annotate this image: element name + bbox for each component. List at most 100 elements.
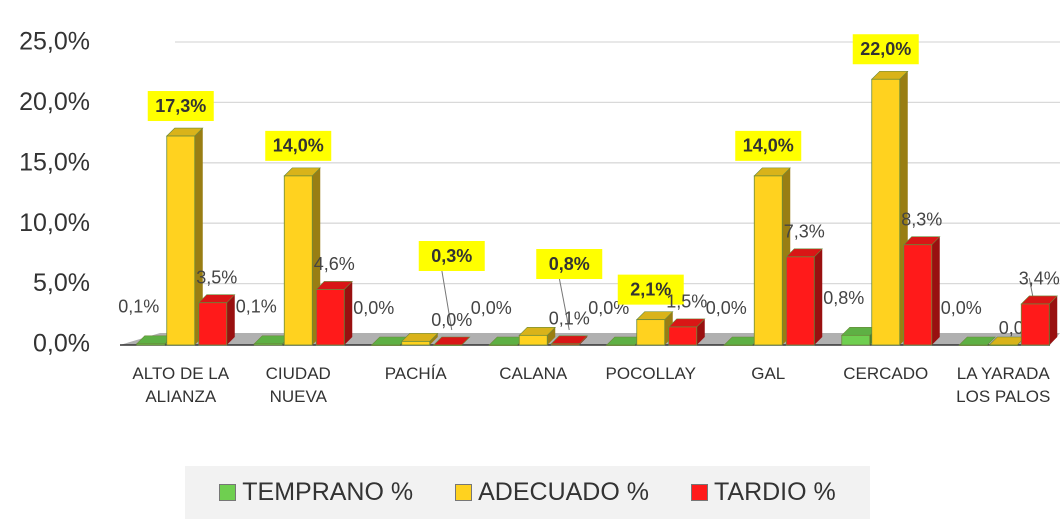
label-box	[852, 34, 919, 65]
value-label: 2,1%	[630, 279, 671, 299]
value-label: 17,3%	[155, 96, 206, 116]
bar	[988, 336, 1026, 346]
label-box	[536, 249, 603, 279]
legend-label: TARDIO %	[713, 478, 836, 506]
value-label: 0,3%	[431, 246, 472, 266]
bar-front	[371, 344, 401, 346]
bar	[753, 167, 791, 346]
bar-front	[988, 344, 1018, 346]
value-label: 0,8%	[823, 288, 864, 308]
bar-front	[550, 343, 580, 346]
y-tick-label: 10,0%	[19, 209, 90, 237]
value-label: 3,5%	[196, 267, 237, 287]
label-box	[418, 241, 485, 271]
bar	[433, 336, 471, 346]
value-label: 22,0%	[860, 39, 911, 59]
legend-item: ADECUADO %	[455, 478, 649, 507]
bar-side	[344, 281, 353, 345]
legend-label: TEMPRANO %	[242, 478, 414, 506]
y-tick-label: 0,0%	[33, 330, 90, 358]
bar-front	[433, 344, 463, 346]
legend-item: TEMPRANO %	[219, 478, 413, 507]
bar	[166, 127, 204, 346]
bar-front	[958, 344, 988, 346]
bar	[488, 336, 526, 346]
value-label: 0,1%	[549, 309, 590, 329]
bar-side	[429, 333, 438, 345]
y-tick-label: 20,0%	[19, 88, 90, 116]
bar-side	[814, 248, 823, 345]
bar-front	[903, 244, 933, 346]
bar	[606, 336, 644, 346]
bar	[315, 281, 353, 346]
value-label: 3,4%	[1019, 269, 1060, 289]
x-tick-label: POCOLLAY	[605, 364, 696, 383]
x-tick-label: GAL	[751, 364, 786, 383]
bar-side	[1049, 295, 1058, 345]
value-label: 0,1%	[236, 297, 277, 317]
bar	[198, 294, 236, 346]
y-tick-label: 25,0%	[19, 28, 90, 56]
x-tick-label: ALTO DE LA ALIANZA	[132, 364, 230, 406]
bar-front	[488, 344, 518, 346]
value-label: 8,3%	[901, 209, 942, 229]
bar	[785, 248, 823, 346]
label-box	[265, 130, 332, 161]
bar-front	[253, 343, 283, 346]
bar-front	[198, 302, 228, 346]
bar-side	[931, 236, 940, 345]
y-tick-label: 5,0%	[33, 269, 90, 297]
bar	[518, 327, 556, 346]
bar-front	[136, 343, 166, 346]
x-tick-label: CIUDAD NUEVA	[265, 364, 331, 406]
legend: TEMPRANO % ADECUADO % TARDIO %	[185, 466, 870, 519]
bar-front	[166, 135, 196, 346]
value-label: 0,8%	[549, 254, 590, 274]
bar-front	[283, 175, 313, 346]
x-tick-label: CERCADO	[843, 364, 929, 383]
value-label: 14,0%	[273, 136, 324, 156]
bar-front	[753, 175, 783, 346]
bar-front	[785, 256, 815, 346]
bar	[871, 70, 909, 346]
leader-line	[558, 277, 570, 331]
label-box	[147, 91, 214, 122]
bar-front	[315, 289, 345, 346]
value-label: 1,5%	[666, 292, 707, 312]
bar-front	[636, 319, 666, 346]
y-tick-label: 15,0%	[19, 148, 90, 176]
bar-front	[606, 344, 636, 346]
value-label: 0,0%	[431, 310, 472, 330]
bar-front	[401, 340, 431, 346]
bar	[1020, 295, 1058, 346]
leader-line	[441, 269, 453, 331]
value-label: 7,3%	[784, 222, 825, 242]
bar-front	[518, 334, 548, 346]
bar	[958, 336, 996, 346]
bar-front	[668, 326, 698, 346]
bar-side	[194, 128, 203, 345]
bar	[668, 318, 706, 346]
bar	[550, 335, 588, 346]
bar	[283, 167, 321, 346]
floor	[120, 333, 1060, 345]
bar-side	[226, 294, 235, 345]
value-label: 0,0%	[706, 298, 747, 318]
x-tick-label: LA YARADA LOS PALOS	[956, 364, 1051, 406]
legend-swatch	[690, 484, 708, 501]
value-label: 14,0%	[743, 136, 794, 156]
bar-side	[696, 318, 705, 345]
value-label: 0,1%	[118, 297, 159, 317]
value-label: 4,6%	[314, 254, 355, 274]
legend-item: TARDIO %	[690, 478, 836, 507]
label-box	[735, 130, 802, 161]
legend-label: ADECUADO %	[478, 478, 649, 506]
bar-front	[841, 334, 871, 346]
bar	[903, 236, 941, 346]
value-label: 0,0%	[353, 298, 394, 318]
bar-front	[723, 344, 753, 346]
legend-swatch	[219, 484, 237, 501]
bar-front	[871, 78, 901, 346]
